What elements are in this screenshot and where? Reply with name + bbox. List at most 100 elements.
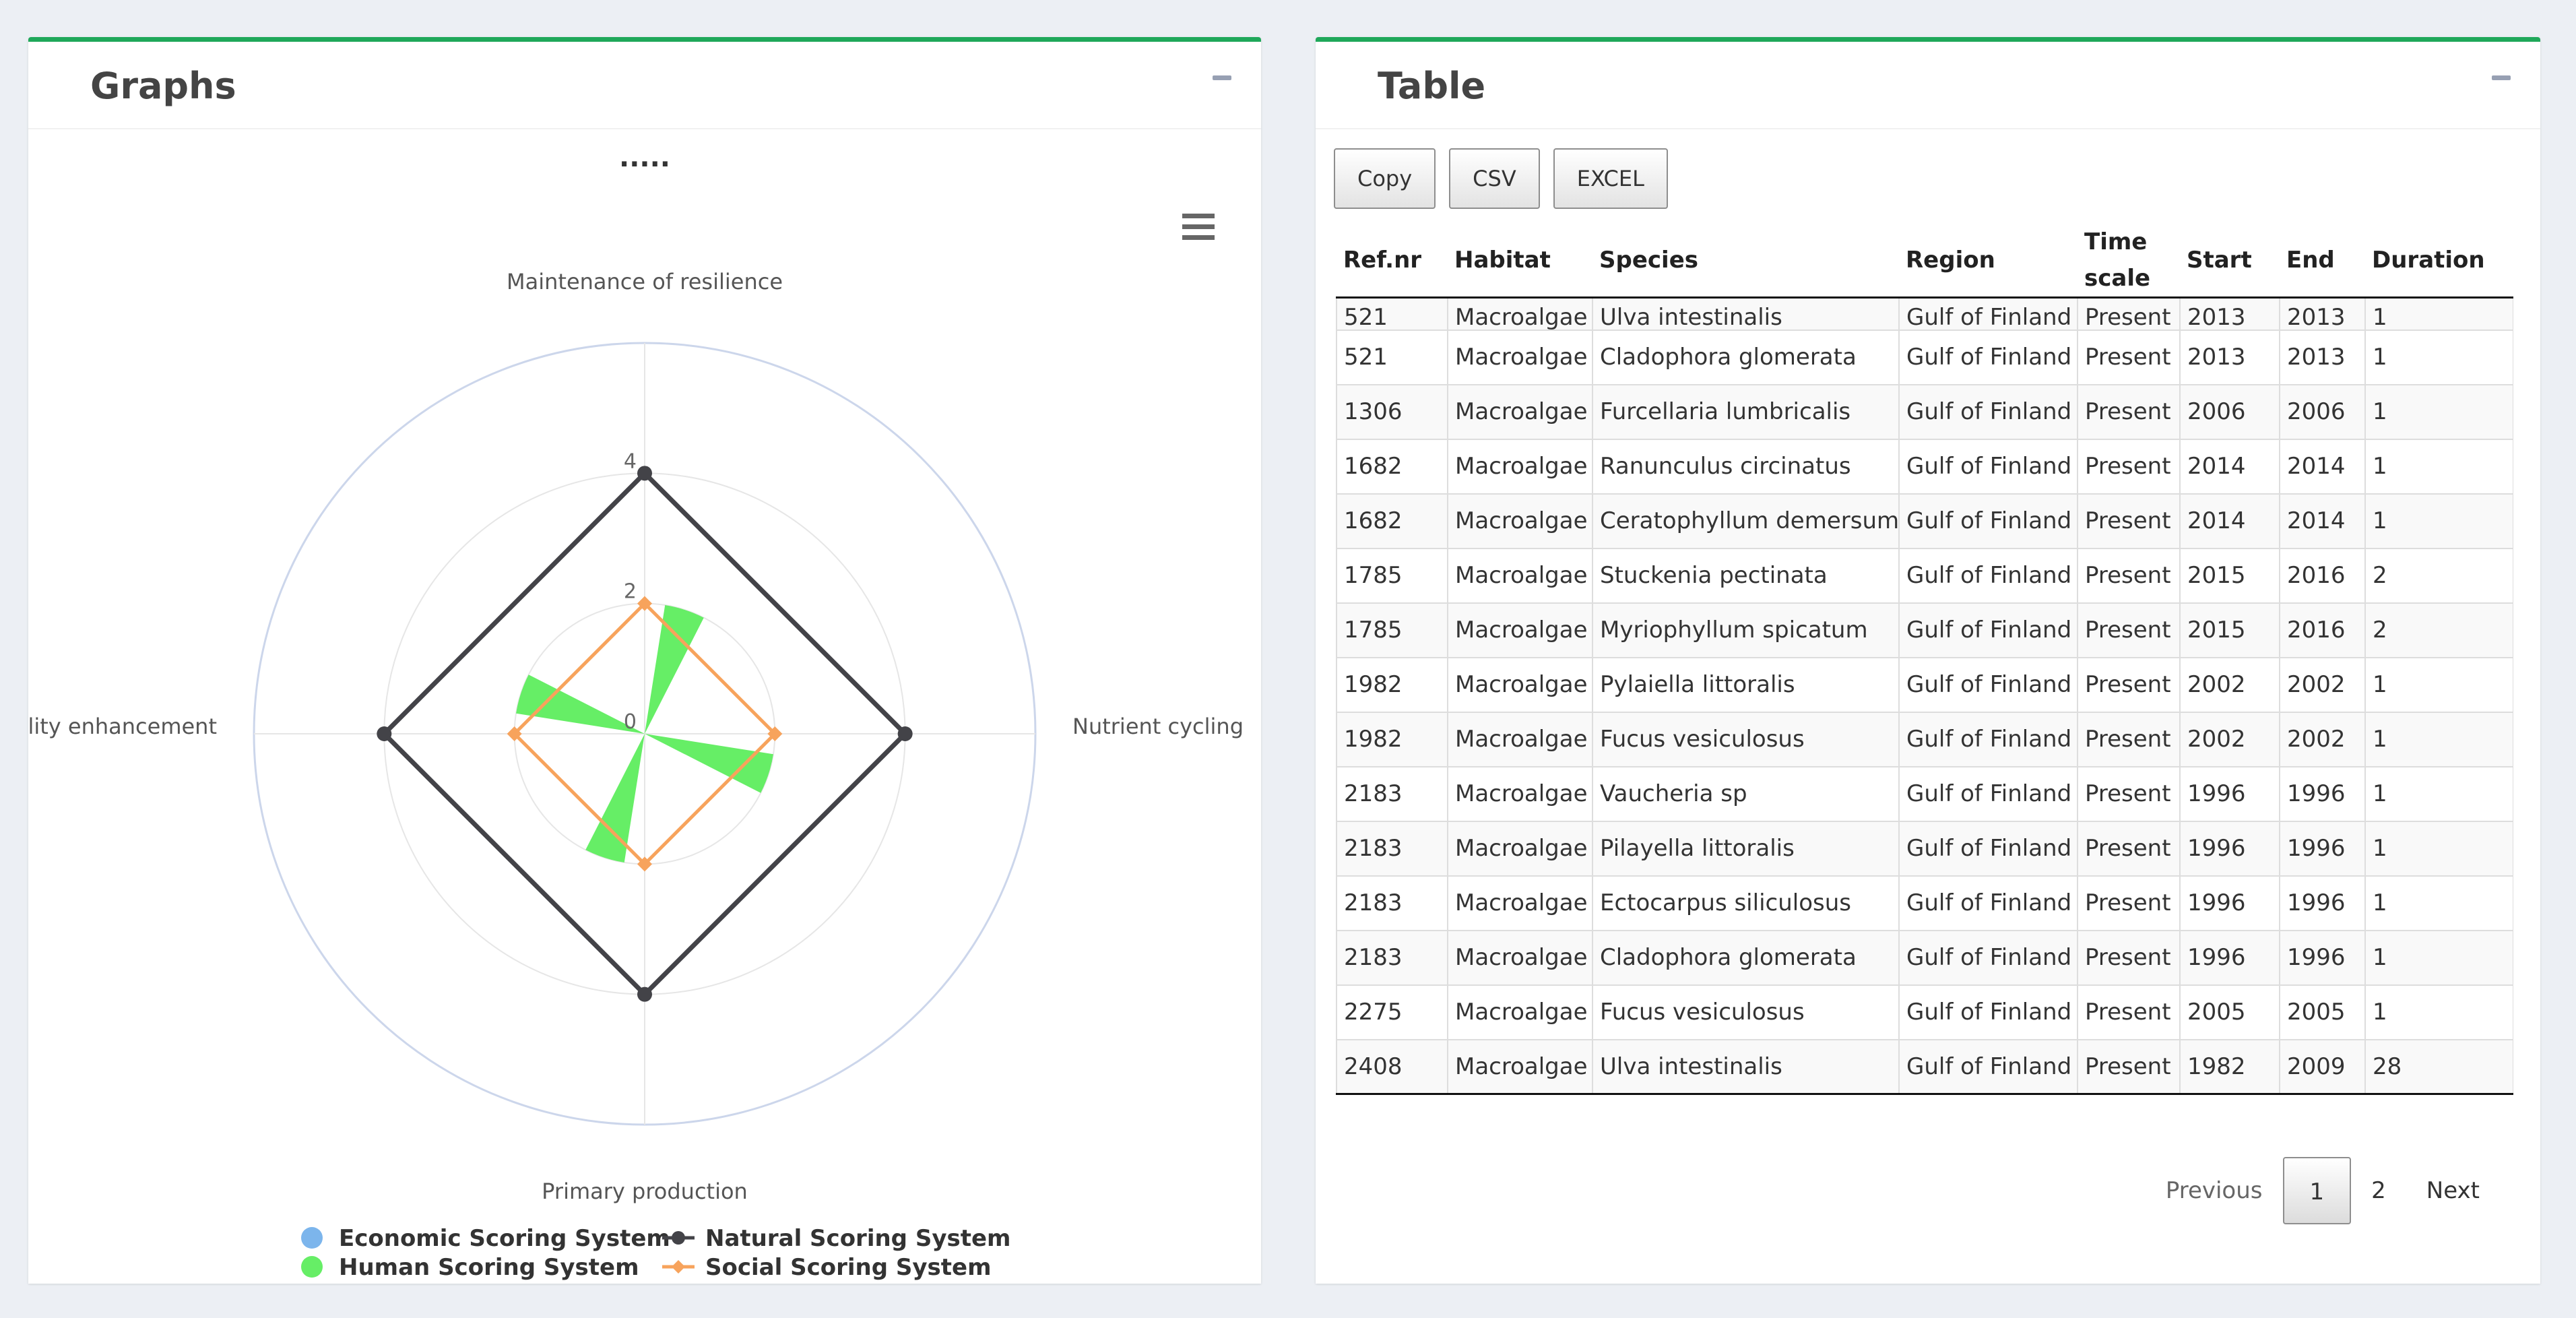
table-cell: Ceratophyllum demersum [1592, 493, 1900, 549]
table-cell: Ranunculus circinatus [1592, 439, 1900, 495]
table-cell: Gulf of Finland [1899, 766, 2078, 822]
table-cell: 2014 [2180, 439, 2280, 495]
table-cell: Ulva intestinalis [1592, 1039, 1900, 1095]
column-wedge [645, 605, 704, 734]
table-header-row: Ref.nr Habitat Species Region Time scale Star… [1337, 224, 2513, 299]
table-cell: 1682 [1336, 493, 1448, 549]
table-cell: Present [2078, 984, 2181, 1040]
table-cell: Present [2078, 297, 2181, 331]
table-cell: 28 [2365, 1039, 2513, 1095]
table-cell: Vaucheria sp [1592, 766, 1900, 822]
table-cell: 1 [2365, 297, 2513, 331]
table-cell: 1 [2365, 875, 2513, 931]
table-cell: Present [2078, 439, 2181, 495]
column-header[interactable]: Ref.nr [1337, 224, 1448, 299]
axis-label-left: Water quality enhancement [28, 714, 217, 739]
column-header[interactable]: Region [1899, 224, 2078, 299]
table-cell: Macroalgae [1448, 875, 1593, 931]
table-cell: Gulf of Finland [1899, 384, 2078, 440]
table-cell: Present [2078, 712, 2181, 767]
table-cell: Gulf of Finland [1899, 439, 2078, 495]
page-1-button[interactable]: 1 [2282, 1157, 2352, 1224]
table-cell: Myriophyllum spicatum [1592, 602, 1900, 658]
series-marker [897, 726, 913, 741]
column-header[interactable]: Habitat [1448, 224, 1592, 299]
series-marker [767, 726, 783, 741]
table-cell: 1 [2365, 330, 2513, 385]
table-cell: Macroalgae [1448, 1039, 1593, 1095]
table-cell: Fucus vesiculosus [1592, 712, 1900, 767]
legend-item[interactable]: Economic Scoring System [339, 1225, 670, 1252]
table-cell: Present [2078, 330, 2181, 385]
series-marker [507, 726, 522, 741]
table-panel: Table Copy CSV EXCEL Ref.nr Habitat Specie… [1316, 37, 2540, 1284]
table-cell: Gulf of Finland [1899, 984, 2078, 1040]
y-tick-label: 0 [624, 710, 637, 734]
table-cell: 521 [1336, 297, 1448, 331]
page-2-button[interactable]: 2 [2371, 1177, 2386, 1204]
table-cell: 2013 [2180, 330, 2280, 385]
table-cell: 2183 [1336, 875, 1448, 931]
table-cell: 1996 [2280, 930, 2366, 986]
copy-button[interactable]: Copy [1334, 148, 1436, 209]
legend-item[interactable]: Human Scoring System [339, 1254, 639, 1281]
table-cell: Stuckenia pectinata [1592, 548, 1900, 604]
table-cell: 1 [2365, 657, 2513, 713]
table-cell: Ectocarpus siliculosus [1592, 875, 1900, 931]
table-cell: Gulf of Finland [1899, 821, 2078, 877]
table-cell: Macroalgae [1448, 712, 1593, 767]
axis-label-right: Nutrient cycling [1072, 714, 1244, 739]
next-page-button[interactable]: Next [2426, 1177, 2480, 1204]
table-row: 1785 Macroalgae Myriophyllum spicatum Gulf … [1336, 602, 2513, 658]
legend-item[interactable]: Natural Scoring System [705, 1225, 1011, 1252]
hamburger-menu-icon[interactable] [1182, 214, 1215, 240]
table-cell: Macroalgae [1448, 821, 1593, 877]
table-row: 1306 Macroalgae Furcellaria lumbricalis Gul… [1336, 384, 2513, 440]
table-row: 1682 Macroalgae Ceratophyllum demersum Gulf… [1336, 493, 2513, 549]
table-cell: Furcellaria lumbricalis [1592, 384, 1900, 440]
table-cell: Gulf of Finland [1899, 602, 2078, 658]
column-header[interactable]: Time scale [2078, 224, 2180, 299]
table-cell: Gulf of Finland [1899, 1039, 2078, 1095]
table-cell: Gulf of Finland [1899, 330, 2078, 385]
previous-page-button[interactable]: Previous [2165, 1177, 2263, 1204]
table-cell: 1682 [1336, 439, 1448, 495]
table-panel-header: Table [1316, 42, 2540, 129]
column-header[interactable]: Duration [2365, 224, 2513, 299]
table-collapse-minus-icon[interactable] [2492, 75, 2511, 80]
table-cell: Gulf of Finland [1899, 493, 2078, 549]
column-header[interactable]: End [2280, 224, 2365, 299]
graphs-collapse-minus-icon[interactable] [1213, 75, 1231, 80]
table-cell: 1 [2365, 493, 2513, 549]
series-marker [637, 856, 652, 872]
table-cell: 1996 [2280, 875, 2366, 931]
table-cell: 2 [2365, 548, 2513, 604]
data-table: Ref.nr Habitat Species Region Time scale Star… [1336, 224, 2513, 1095]
table-cell: 2002 [2180, 657, 2280, 713]
table-cell: 1996 [2280, 821, 2366, 877]
table-cell: Present [2078, 875, 2181, 931]
table-cell: Gulf of Finland [1899, 875, 2078, 931]
series-marker [637, 466, 652, 481]
legend-item[interactable]: Social Scoring System [705, 1254, 992, 1281]
data-table-scroll[interactable]: Ref.nr Habitat Species Region Time scale Star… [1336, 224, 2513, 1152]
table-cell: Present [2078, 766, 2181, 822]
table-row: 2408 Macroalgae Ulva intestinalis Gulf of F… [1336, 1039, 2513, 1095]
column-wedge [645, 734, 773, 793]
table-cell: Macroalgae [1448, 384, 1593, 440]
table-cell: Cladophora glomerata [1592, 930, 1900, 986]
table-cell: 1996 [2280, 766, 2366, 822]
csv-button[interactable]: CSV [1449, 148, 1540, 209]
table-cell: 1 [2365, 930, 2513, 986]
table-row: 2183 Macroalgae Pilayella littoralis Gulf o… [1336, 821, 2513, 877]
column-header[interactable]: Species [1592, 224, 1899, 299]
excel-button[interactable]: EXCEL [1553, 148, 1668, 209]
column-header[interactable]: Start [2180, 224, 2280, 299]
table-cell: Present [2078, 1039, 2181, 1095]
table-cell: 2014 [2180, 493, 2280, 549]
axis-label-top: Maintenance of resilience [507, 269, 783, 294]
table-cell: Macroalgae [1448, 602, 1593, 658]
graphs-panel-title: Graphs [90, 65, 236, 107]
table-cell: 1 [2365, 984, 2513, 1040]
table-cell: Macroalgae [1448, 439, 1593, 495]
